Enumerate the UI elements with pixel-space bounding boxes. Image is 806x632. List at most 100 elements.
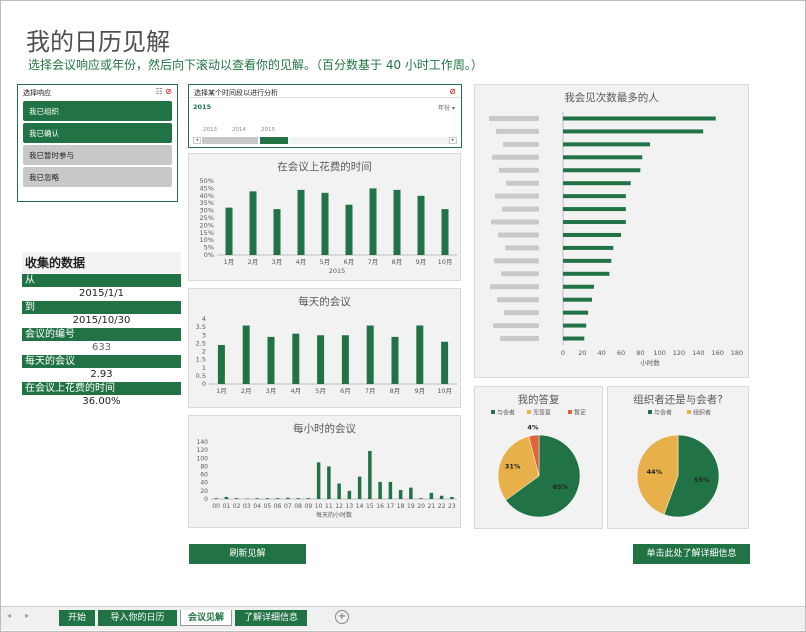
x-tick-label: 18 xyxy=(397,503,405,510)
data-label: 4% xyxy=(527,423,539,431)
chart-top-people: 我会见次数最多的人 0 20 40 60 80 100 120 140 160 180 小时数 xyxy=(474,84,749,378)
timeline-bar-selected[interactable] xyxy=(260,137,288,144)
chart-organizer-or-attendee: 组织者还是与会者? 与会者 组织者 55% 44% xyxy=(607,386,749,529)
chart-title: 在会议上花费的时间 xyxy=(277,161,372,173)
bar xyxy=(563,323,587,328)
page-subtitle: 选择会议响应或年份，然后向下滚动以查看你的见解。（百分数基于 40 小时工作周。… xyxy=(28,58,483,72)
redacted-name-label xyxy=(498,232,539,238)
x-tick-label: 10月 xyxy=(437,387,452,395)
bar xyxy=(317,335,325,384)
chart-my-responses-svg: 与会者 无答复 暂定 65% 31% 4% xyxy=(491,409,586,518)
x-axis-title: 2015 xyxy=(329,267,346,275)
bar xyxy=(316,462,321,499)
chart-my-responses: 我的答复 与会者 无答复 暂定 65% 31% 4% xyxy=(474,386,603,529)
tab-scroll-right-icon[interactable]: ▸ xyxy=(25,611,30,620)
x-tick-label: 40 xyxy=(598,349,606,357)
x-tick-label: 6月 xyxy=(344,258,355,266)
bar xyxy=(563,258,612,263)
y-tick-label: 100 xyxy=(197,455,209,462)
x-tick-label: 06 xyxy=(274,503,282,510)
chart-top-people-svg: 0 20 40 60 80 100 120 140 160 180 小时数 xyxy=(489,112,743,367)
pie-slice xyxy=(497,435,540,501)
redacted-name-label xyxy=(504,310,539,316)
slicer-item-accepted[interactable]: 我已确认 xyxy=(23,123,172,143)
chart-title: 组织者还是与会者? xyxy=(633,394,723,406)
pie-slice xyxy=(663,434,720,518)
y-tick-label: 2.5 xyxy=(196,339,206,347)
daily-meetings-label: 每天的会议 xyxy=(22,355,181,368)
x-tick-label: 3月 xyxy=(266,387,277,395)
bar xyxy=(563,284,594,289)
bar xyxy=(366,325,374,384)
bar xyxy=(563,220,626,225)
clear-filter-icon[interactable]: ⊘ xyxy=(449,87,456,96)
legend-entry: 与会者 xyxy=(497,409,515,417)
timeline-level-select[interactable]: 年份 ▾ xyxy=(438,103,455,112)
learn-more-button[interactable]: 单击此处了解详细信息 xyxy=(633,544,750,564)
y-tick-label: 5% xyxy=(204,244,214,252)
bar xyxy=(439,495,444,499)
x-tick-label: 4月 xyxy=(290,387,301,395)
pie-slice xyxy=(528,434,540,477)
legend-swatch xyxy=(491,410,495,414)
timeline-bar-unselected[interactable] xyxy=(202,137,258,144)
bar xyxy=(341,335,349,384)
x-tick-label: 11 xyxy=(325,503,333,510)
x-tick-label: 7月 xyxy=(368,258,379,266)
y-tick-label: 20 xyxy=(200,488,208,495)
x-tick-label: 23 xyxy=(448,503,456,510)
x-tick-label: 8月 xyxy=(390,387,401,395)
chart-time-in-meetings: 在会议上花费的时间 0% 5% 10% 15% 20% 25% 30% 35% 40% 45% 50… xyxy=(188,153,461,281)
y-tick-label: 0 xyxy=(204,496,208,503)
data-label: 44% xyxy=(647,468,663,476)
scroll-left-icon[interactable]: ◂ xyxy=(193,137,201,144)
y-tick-label: 140 xyxy=(197,439,209,446)
redacted-name-label xyxy=(489,115,539,121)
slicer-item-organized[interactable]: 我已组织 xyxy=(23,101,172,121)
x-tick-label: 04 xyxy=(253,503,261,510)
slicer-item-ignored[interactable]: 我已忽略 xyxy=(23,167,172,187)
bar xyxy=(265,498,270,499)
add-sheet-icon[interactable]: + xyxy=(335,610,349,624)
bar xyxy=(357,476,362,499)
redacted-name-label xyxy=(499,167,539,173)
bar xyxy=(391,336,399,384)
bar xyxy=(275,498,280,499)
timeline-level-label: 年份 xyxy=(438,105,451,112)
refresh-insights-button[interactable]: 刷新见解 xyxy=(189,544,306,564)
x-tick-label: 2月 xyxy=(248,258,259,266)
x-tick-label: 60 xyxy=(617,349,625,357)
tab-start[interactable]: 开始 xyxy=(59,610,95,626)
y-tick-label: 1.5 xyxy=(196,356,206,364)
bar xyxy=(409,487,413,499)
chevron-down-icon: ▾ xyxy=(451,105,455,112)
bar xyxy=(563,129,704,134)
meeting-time-label: 在会议上花费的时间 xyxy=(22,382,181,395)
y-tick-label: 80 xyxy=(200,463,208,470)
redacted-name-label xyxy=(494,258,539,264)
data-label: 65% xyxy=(553,483,569,491)
tab-import-calendar[interactable]: 导入你的日历 xyxy=(98,610,177,626)
slicer-item-tentative[interactable]: 我已暂时参与 xyxy=(23,145,172,165)
bar xyxy=(214,498,218,499)
bar xyxy=(347,490,352,499)
clear-filter-icon[interactable]: ⊘ xyxy=(165,87,172,96)
chart-daily-meetings-svg: 00.511.522.533.54 1月 2月 3月 4月 5月 6月 7月 8月 9月 10月 xyxy=(196,315,457,395)
bar xyxy=(378,481,382,499)
bar xyxy=(419,498,423,499)
bar xyxy=(450,496,454,499)
tab-learn-more[interactable]: 了解详细信息 xyxy=(235,610,307,626)
x-tick-label: 20 xyxy=(417,503,425,510)
x-tick-label: 02 xyxy=(233,503,241,510)
multi-select-icon[interactable]: ☷ xyxy=(155,87,163,96)
scroll-right-icon[interactable]: ▸ xyxy=(449,137,457,144)
tab-meeting-insights[interactable]: 会议见解 xyxy=(180,610,232,626)
tab-scroll-left-icon[interactable]: ◂ xyxy=(7,611,12,620)
bar xyxy=(388,481,393,499)
legend-entry: 暂定 xyxy=(574,409,586,417)
timeline-scroll-track[interactable] xyxy=(289,137,449,144)
from-value: 2015/1/1 xyxy=(22,287,181,300)
data-label: 31% xyxy=(505,463,521,471)
x-tick-label: 3月 xyxy=(272,258,283,266)
